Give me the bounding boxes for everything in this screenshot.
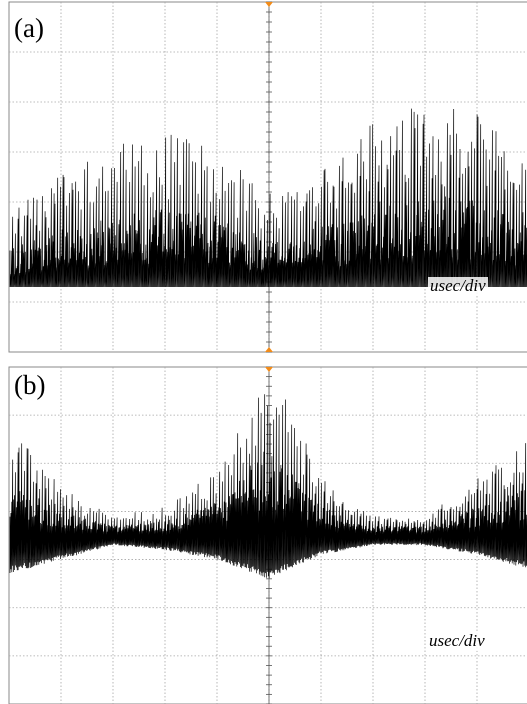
panel-b-unit-label: usec/div [427,631,487,651]
trigger-marker-top [265,367,273,372]
chart-panel-b: (b) usec/div [0,363,527,704]
signal-trace [9,394,527,579]
panel-a-label: (a) [12,13,46,43]
panel-b-label: (b) [12,370,48,400]
plot-frame [8,1,527,353]
chart-panel-a: (a) usec/div [8,1,527,353]
oscilloscope-trace-a [8,1,527,353]
trigger-marker-bottom [265,347,273,352]
oscilloscope-trace-b [8,366,527,704]
trigger-marker-top [265,2,273,7]
panel-a-unit-label: usec/div [428,276,488,296]
signal-trace [9,108,527,288]
